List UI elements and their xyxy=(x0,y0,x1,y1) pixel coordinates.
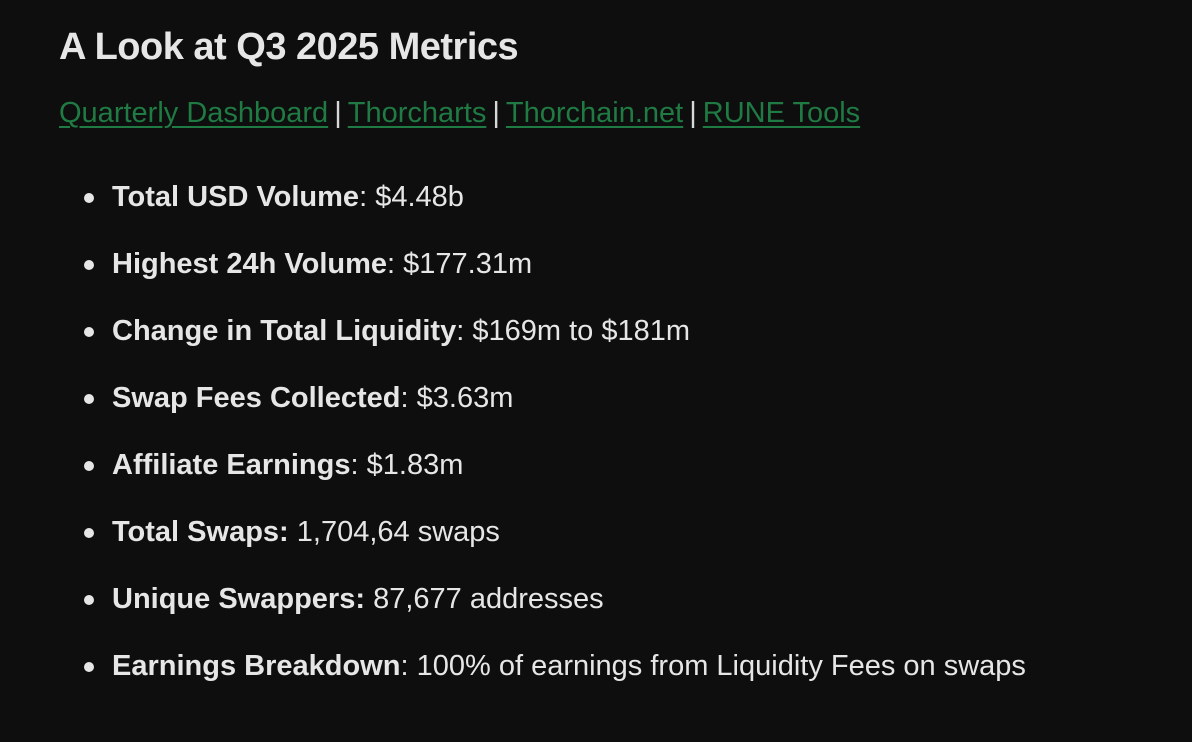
metric-separator: : xyxy=(456,315,473,347)
metric-total-swaps: Total Swaps: 1,704,64 swaps xyxy=(59,512,1192,579)
metric-value: $3.63m xyxy=(416,382,514,414)
metric-label: Total USD Volume xyxy=(112,181,360,213)
metric-separator xyxy=(289,516,297,548)
metric-change-in-total-liquidity: Change in Total Liquidity: $169m to $181… xyxy=(59,311,1192,378)
metric-label: Total Swaps: xyxy=(112,516,289,548)
link-quarterly-dashboard[interactable]: Quarterly Dashboard xyxy=(59,97,329,129)
metric-separator xyxy=(365,583,373,615)
metric-label: Change in Total Liquidity xyxy=(112,315,457,347)
page-title: A Look at Q3 2025 Metrics xyxy=(59,26,519,68)
link-separator: | xyxy=(334,97,342,129)
metric-label: Affiliate Earnings xyxy=(112,449,351,481)
link-separator: | xyxy=(689,97,697,129)
metric-value: 87,677 addresses xyxy=(373,583,604,615)
metric-swap-fees-collected: Swap Fees Collected: $3.63m xyxy=(59,378,1192,445)
metrics-list: Total USD Volume: $4.48b Highest 24h Vol… xyxy=(59,177,1192,713)
metric-separator: : xyxy=(400,650,417,682)
link-rune-tools[interactable]: RUNE Tools xyxy=(702,97,861,129)
metric-separator: : xyxy=(350,449,367,481)
metric-label: Unique Swappers: xyxy=(112,583,365,615)
metric-separator: : xyxy=(387,248,404,280)
metric-unique-swappers: Unique Swappers: 87,677 addresses xyxy=(59,579,1192,646)
metric-label: Highest 24h Volume xyxy=(112,248,388,280)
metric-value: $4.48b xyxy=(375,181,464,213)
resource-links: Quarterly Dashboard | Thorcharts | Thorchain… xyxy=(59,93,1192,133)
bullet-icon xyxy=(84,193,94,203)
bullet-icon xyxy=(84,461,94,471)
bullet-icon xyxy=(84,394,94,404)
metric-value: $177.31m xyxy=(403,248,533,280)
metric-label: Earnings Breakdown xyxy=(112,650,401,682)
metric-separator: : xyxy=(359,181,376,213)
bullet-icon xyxy=(84,595,94,605)
metric-label: Swap Fees Collected xyxy=(112,382,401,414)
metric-total-usd-volume: Total USD Volume: $4.48b xyxy=(59,177,1192,244)
bullet-icon xyxy=(84,662,94,672)
metric-separator: : xyxy=(400,382,417,414)
link-thorchain-net[interactable]: Thorchain.net xyxy=(505,97,684,129)
metric-earnings-breakdown: Earnings Breakdown: 100% of earnings fro… xyxy=(59,646,1192,713)
metric-affiliate-earnings: Affiliate Earnings: $1.83m xyxy=(59,445,1192,512)
bullet-icon xyxy=(84,260,94,270)
metric-value: 1,704,64 swaps xyxy=(296,516,500,548)
bullet-icon xyxy=(84,528,94,538)
link-separator: | xyxy=(492,97,500,129)
link-thorcharts[interactable]: Thorcharts xyxy=(347,97,487,129)
metric-highest-24h-volume: Highest 24h Volume: $177.31m xyxy=(59,244,1192,311)
bullet-icon xyxy=(84,327,94,337)
metrics-page: A Look at Q3 2025 Metrics Quarterly Dash… xyxy=(59,26,1192,713)
metric-value: $1.83m xyxy=(366,449,464,481)
metric-value: 100% of earnings from Liquidity Fees on … xyxy=(416,650,1026,682)
metric-value: $169m to $181m xyxy=(472,315,691,347)
